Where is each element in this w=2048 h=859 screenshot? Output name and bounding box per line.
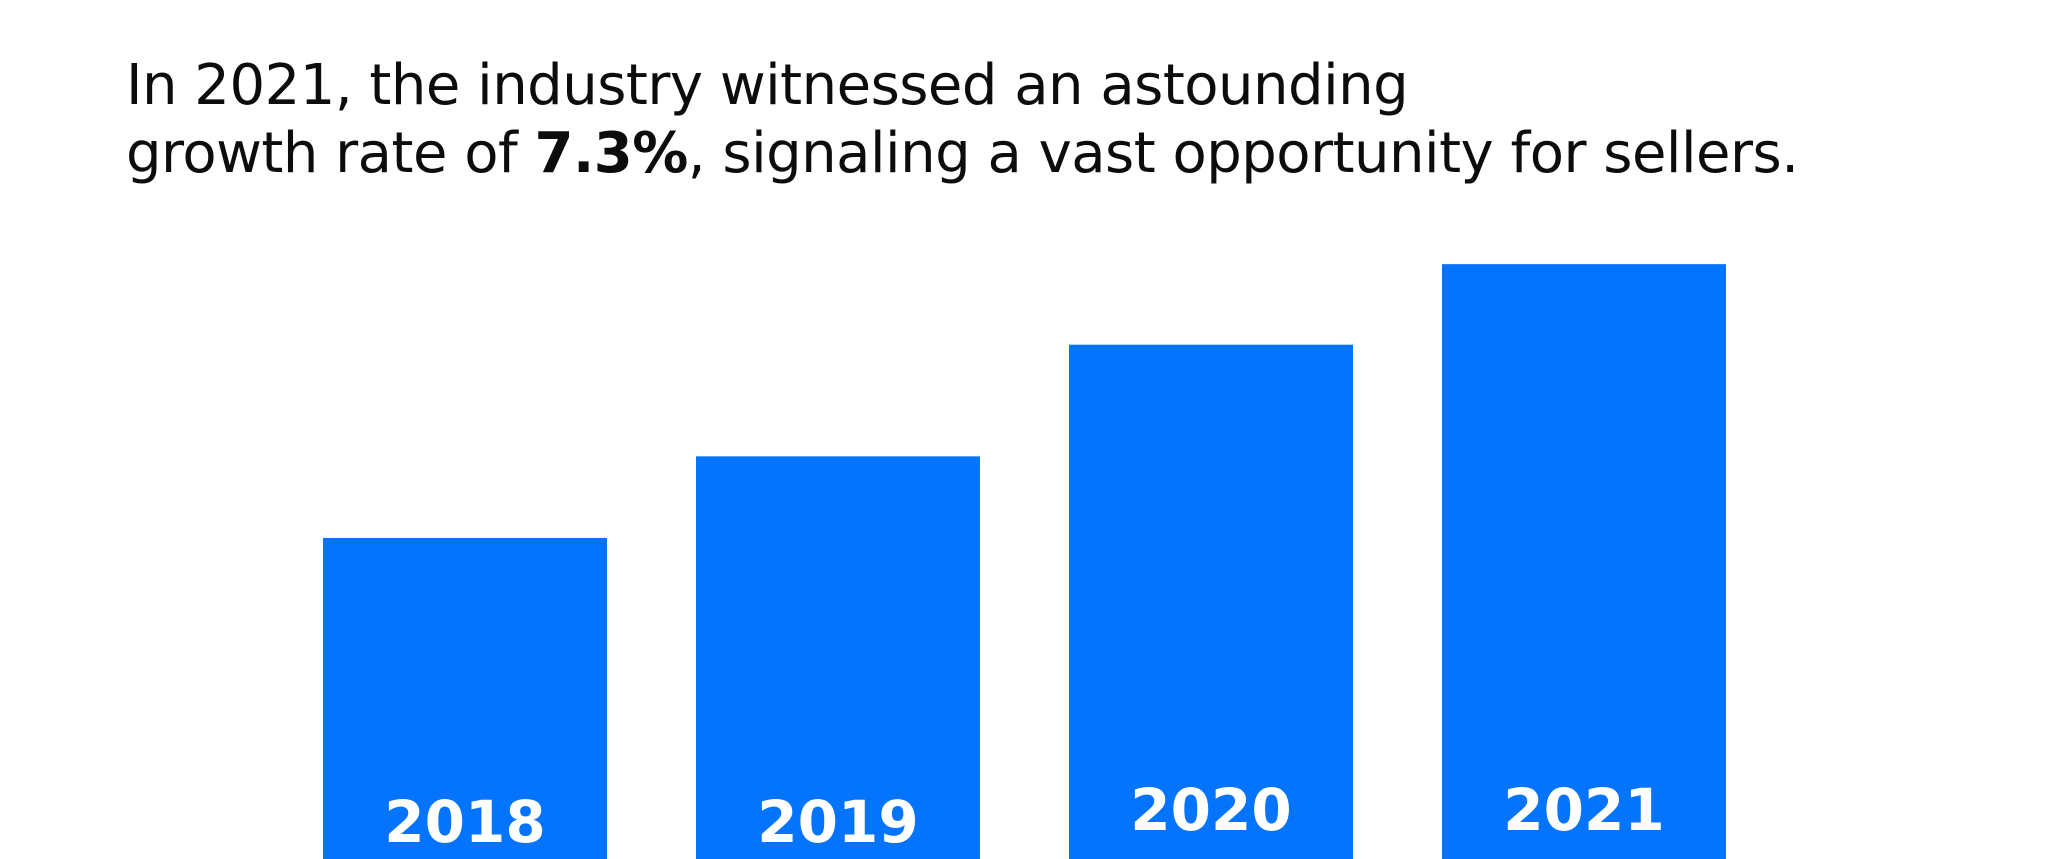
bar-2018	[323, 537, 607, 859]
headline: In 2021, the industry witnessed an astou…	[126, 52, 1946, 188]
bar-label-2021: 2021	[1503, 776, 1664, 844]
headline-line-2-suffix: , signaling a vast opportunity for selle…	[687, 121, 1799, 186]
headline-line-2: growth rate of 7.3%, signaling a vast op…	[126, 120, 1946, 188]
bar-label-2020: 2020	[1130, 776, 1291, 844]
headline-line-2-prefix: growth rate of	[126, 121, 535, 186]
bar-2019	[696, 456, 980, 859]
bar-2020	[1069, 344, 1353, 859]
bar-label-2019: 2019	[757, 788, 918, 856]
bar-2021	[1442, 264, 1726, 859]
growth-rate-value: 7.3%	[534, 121, 688, 186]
bar-label-2018: 2018	[384, 788, 545, 856]
headline-line-1: In 2021, the industry witnessed an astou…	[126, 53, 1409, 118]
